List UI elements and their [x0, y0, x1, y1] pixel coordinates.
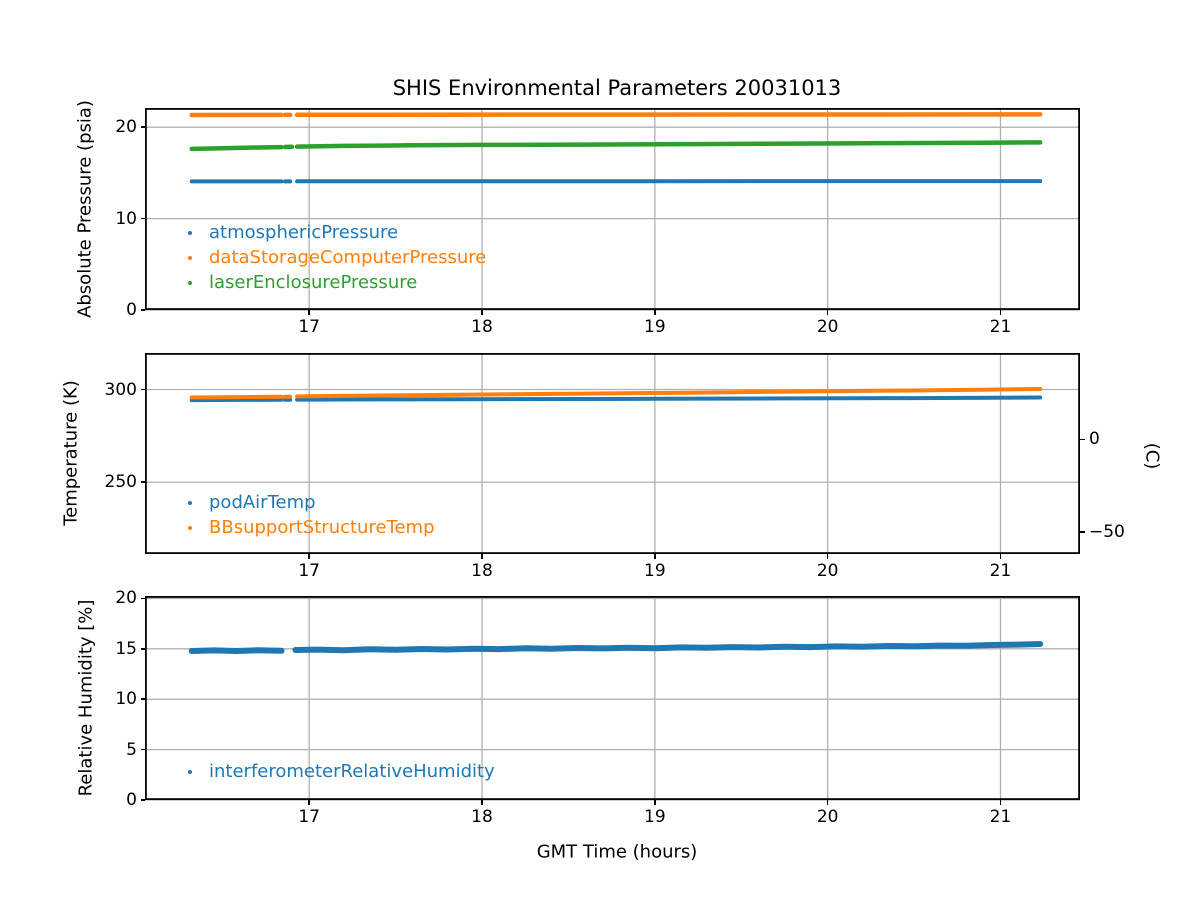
y-tick-label: 250 [104, 472, 137, 493]
y-tick-mark [140, 388, 145, 391]
legend-marker-dot [188, 769, 192, 774]
x-tick-mark [999, 800, 1002, 805]
y-tick-mark [140, 648, 145, 650]
y-tick-mark [140, 126, 145, 128]
y-tick-mark [140, 748, 145, 751]
legend-label: laserEnclosurePressure [209, 272, 418, 293]
legend-marker-dot [188, 280, 192, 285]
x-tick-label: 20 [816, 561, 839, 581]
x-tick-mark [308, 554, 310, 559]
legend-entry: laserEnclosurePressure [145, 270, 486, 295]
y-tick-label: 5 [126, 739, 137, 760]
plot-legend: podAirTemp BBsupportStructureTemp [145, 490, 435, 540]
y-tick-mark [140, 481, 145, 483]
x-tick-label: 18 [471, 317, 493, 337]
legend-entry: interferometerRelativeHumidity [145, 759, 495, 784]
legend-marker-dot [188, 255, 192, 260]
humidity-plot: 17 18 19 20 21 0 5 10 15 20 interferometerRelative… [115, 588, 1081, 827]
legend-label: interferometerRelativeHumidity [209, 761, 495, 782]
temperature-plot: 17 18 19 20 21 250 300 0 −50 podAirTemp BBsupportS… [105, 352, 1125, 581]
series-interferometerRelativeHumidity [188, 647, 285, 654]
plot-frame [144, 595, 1081, 800]
y-tick-mark [140, 799, 145, 801]
x-tick-label: 20 [816, 317, 839, 337]
y2-tick-mark [1080, 438, 1085, 441]
x-tick-mark [826, 554, 829, 559]
x-tick-mark [654, 554, 656, 559]
x-tick-label: 17 [298, 807, 320, 827]
x-tick-label: 21 [989, 317, 1012, 337]
plot-legend: atmosphericPressure dataStorageComputerPr… [145, 220, 486, 295]
legend-entry: dataStorageComputerPressure [145, 245, 486, 270]
y-tick-mark [140, 309, 145, 311]
x-tick-mark [826, 310, 829, 315]
y2-tick-label: −50 [1089, 522, 1125, 543]
x-tick-label: 17 [298, 317, 320, 337]
x-tick-mark [308, 310, 310, 315]
x-tick-mark [999, 554, 1002, 559]
x-tick-label: 18 [471, 807, 493, 827]
x-tick-mark [481, 554, 483, 559]
legend-label: podAirTemp [209, 492, 316, 513]
x-tick-label: 21 [989, 561, 1012, 581]
y-tick-mark [140, 698, 145, 700]
x-tick-mark [481, 800, 483, 805]
x-tick-mark [654, 800, 656, 805]
y2-tick-label: 0 [1089, 429, 1100, 450]
y-tick-label: 15 [115, 638, 137, 659]
chart-title: SHIS Environmental Parameters 20031013 [392, 76, 842, 100]
y-tick-mark [140, 217, 145, 220]
y-axis-label-temperature: Temperature (K) [60, 380, 82, 526]
series-podAirTemp [295, 395, 1043, 402]
x-tick-label: 19 [644, 561, 666, 581]
series-BBsupportStructureTemp [295, 387, 1043, 399]
x-tick-mark [481, 310, 483, 315]
legend-marker-dot [188, 500, 192, 505]
plot-canvas [144, 595, 1081, 801]
x-tick-label: 17 [298, 561, 320, 581]
series-laserEnclosurePressure [294, 140, 1043, 149]
series-interferometerRelativeHumidity [292, 641, 1044, 654]
y-tick-label: 20 [115, 588, 137, 609]
x-tick-label: 19 [644, 317, 666, 337]
y-tick-label: 10 [115, 689, 137, 710]
legend-marker-dot [188, 525, 192, 530]
plot-frame [144, 107, 1081, 310]
y-tick-label: 0 [126, 790, 137, 810]
y-tick-label: 300 [104, 379, 137, 400]
y2-tick-mark [1080, 531, 1085, 533]
series-laserEnclosurePressure [189, 144, 284, 152]
y-tick-label: 10 [115, 208, 137, 229]
y-tick-label: 0 [126, 300, 137, 320]
plot-frame [144, 352, 1081, 554]
plot-canvas [144, 352, 1081, 554]
legend-entry: podAirTemp [145, 490, 435, 515]
x-tick-label: 20 [816, 807, 839, 827]
plot-canvas [144, 107, 1081, 311]
x-tick-label: 21 [989, 807, 1012, 827]
x-axis-label: GMT Time (hours) [536, 841, 698, 863]
pressure-plot: 17 18 19 20 21 0 10 20 atmosphericPressure dataSt… [115, 107, 1081, 337]
legend-label: BBsupportStructureTemp [209, 517, 435, 538]
legend-entry: BBsupportStructureTemp [145, 515, 435, 540]
x-tick-label: 19 [644, 807, 666, 827]
legend-label: atmosphericPressure [209, 222, 399, 243]
legend-label: dataStorageComputerPressure [209, 247, 487, 268]
series-BBsupportStructureTemp [189, 394, 284, 400]
y-tick-label: 20 [115, 117, 137, 138]
x-tick-mark [308, 800, 310, 805]
legend-entry: atmosphericPressure [145, 220, 486, 245]
x-tick-mark [999, 310, 1002, 315]
legend-marker-dot [188, 230, 192, 235]
x-tick-label: 18 [471, 561, 493, 581]
x-tick-mark [654, 310, 656, 315]
plot-legend: interferometerRelativeHumidity [145, 759, 495, 784]
x-tick-mark [826, 800, 829, 805]
y-tick-mark [140, 597, 145, 600]
